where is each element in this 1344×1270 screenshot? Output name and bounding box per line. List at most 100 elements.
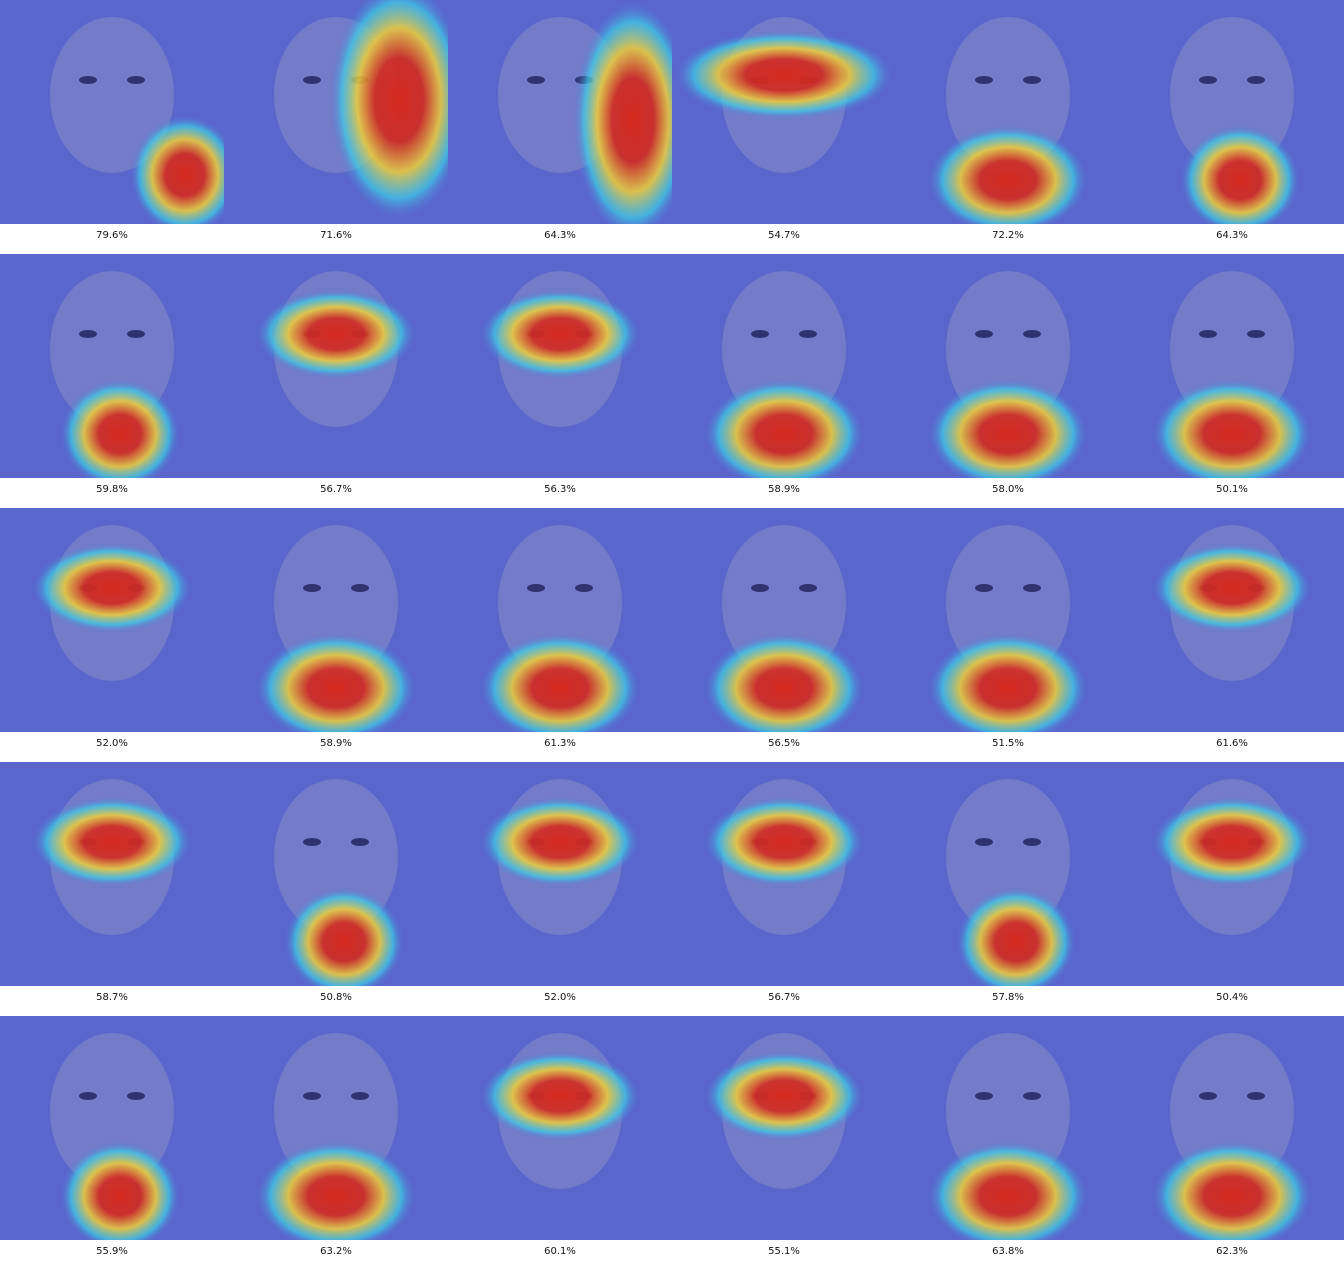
heatmap-cell: 72.2% (896, 0, 1120, 254)
heatmap-cell: 57.8% (896, 762, 1120, 1016)
confidence-caption: 58.7% (96, 992, 128, 1003)
heatmap-cell: 58.0% (896, 254, 1120, 508)
confidence-caption: 63.8% (992, 1246, 1024, 1257)
heatmap-image (672, 0, 896, 224)
confidence-caption: 56.5% (768, 738, 800, 749)
heat-region (60, 379, 180, 478)
heatmap-cell: 50.4% (1120, 762, 1344, 1016)
heatmap-image (1120, 762, 1344, 986)
heatmap-cell: 59.8% (0, 254, 224, 508)
heat-region (573, 0, 672, 224)
heatmap-image (1120, 508, 1344, 732)
heatmap-image (0, 1016, 224, 1240)
confidence-caption: 56.7% (320, 484, 352, 495)
heatmap-cell: 54.7% (672, 0, 896, 254)
confidence-caption: 50.1% (1216, 484, 1248, 495)
face-shape (50, 17, 174, 173)
confidence-caption: 50.8% (320, 992, 352, 1003)
heatmap-cell: 56.3% (448, 254, 672, 508)
confidence-caption: 52.0% (96, 738, 128, 749)
confidence-caption: 56.3% (544, 484, 576, 495)
heat-region (928, 125, 1088, 224)
heatmap-image (672, 1016, 896, 1240)
heatmap-image (0, 0, 224, 224)
heatmap-image (1120, 1016, 1344, 1240)
heat-region (60, 1141, 180, 1240)
heat-region (480, 1051, 640, 1141)
heat-region (1152, 543, 1312, 633)
heatmap-cell: 61.3% (448, 508, 672, 762)
confidence-caption: 55.1% (768, 1246, 800, 1257)
confidence-caption: 55.9% (96, 1246, 128, 1257)
confidence-caption: 59.8% (96, 484, 128, 495)
heatmap-cell: 58.7% (0, 762, 224, 1016)
confidence-caption: 72.2% (992, 230, 1024, 241)
heatmap-cell: 64.3% (1120, 0, 1344, 254)
confidence-caption: 58.9% (320, 738, 352, 749)
confidence-caption: 61.3% (544, 738, 576, 749)
heatmap-image (672, 508, 896, 732)
heat-region (928, 633, 1088, 732)
confidence-caption: 51.5% (992, 738, 1024, 749)
confidence-caption: 79.6% (96, 230, 128, 241)
heatmap-image (672, 254, 896, 478)
heat-region (1152, 797, 1312, 887)
confidence-caption: 71.6% (320, 230, 352, 241)
heatmap-cell: 64.3% (448, 0, 672, 254)
confidence-caption: 64.3% (544, 230, 576, 241)
heat-region (928, 379, 1088, 478)
heatmap-cell: 58.9% (224, 508, 448, 762)
heatmap-image (896, 254, 1120, 478)
confidence-caption: 52.0% (544, 992, 576, 1003)
heat-region (480, 289, 640, 379)
heat-region (956, 887, 1076, 986)
heat-region (704, 633, 864, 732)
heatmap-image (448, 762, 672, 986)
heatmap-cell: 63.2% (224, 1016, 448, 1270)
confidence-caption: 58.0% (992, 484, 1024, 495)
heatmap-cell: 50.1% (1120, 254, 1344, 508)
heatmap-cell: 55.9% (0, 1016, 224, 1270)
confidence-caption: 58.9% (768, 484, 800, 495)
heatmap-cell: 52.0% (448, 762, 672, 1016)
heatmap-cell: 50.8% (224, 762, 448, 1016)
heat-region (256, 289, 416, 379)
heatmap-image (896, 1016, 1120, 1240)
heatmap-image (448, 254, 672, 478)
heat-region (928, 1141, 1088, 1240)
heatmap-image (672, 762, 896, 986)
heatmap-image (1120, 0, 1344, 224)
heat-region (256, 633, 416, 732)
heatmap-image (448, 508, 672, 732)
heatmap-cell: 62.3% (1120, 1016, 1344, 1270)
heatmap-image (224, 1016, 448, 1240)
heatmap-image (448, 0, 672, 224)
heatmap-image (896, 762, 1120, 986)
confidence-caption: 63.2% (320, 1246, 352, 1257)
heatmap-image (0, 508, 224, 732)
heat-region (256, 1141, 416, 1240)
heatmap-image (448, 1016, 672, 1240)
heatmap-cell: 52.0% (0, 508, 224, 762)
heatmap-cell: 71.6% (224, 0, 448, 254)
confidence-caption: 64.3% (1216, 230, 1248, 241)
heatmap-cell: 56.5% (672, 508, 896, 762)
heat-region (480, 797, 640, 887)
confidence-caption: 62.3% (1216, 1246, 1248, 1257)
heat-region (704, 1051, 864, 1141)
confidence-caption: 56.7% (768, 992, 800, 1003)
heat-region (32, 797, 192, 887)
confidence-caption: 61.6% (1216, 738, 1248, 749)
heatmap-cell: 56.7% (224, 254, 448, 508)
heatmap-cell: 55.1% (672, 1016, 896, 1270)
heatmap-image (896, 508, 1120, 732)
confidence-caption: 57.8% (992, 992, 1024, 1003)
confidence-caption: 60.1% (544, 1246, 576, 1257)
heat-region (1152, 379, 1312, 478)
heat-region (32, 543, 192, 633)
heat-region (704, 379, 864, 478)
heatmap-cell: 56.7% (672, 762, 896, 1016)
heat-region (1152, 1141, 1312, 1240)
heatmap-cell: 60.1% (448, 1016, 672, 1270)
